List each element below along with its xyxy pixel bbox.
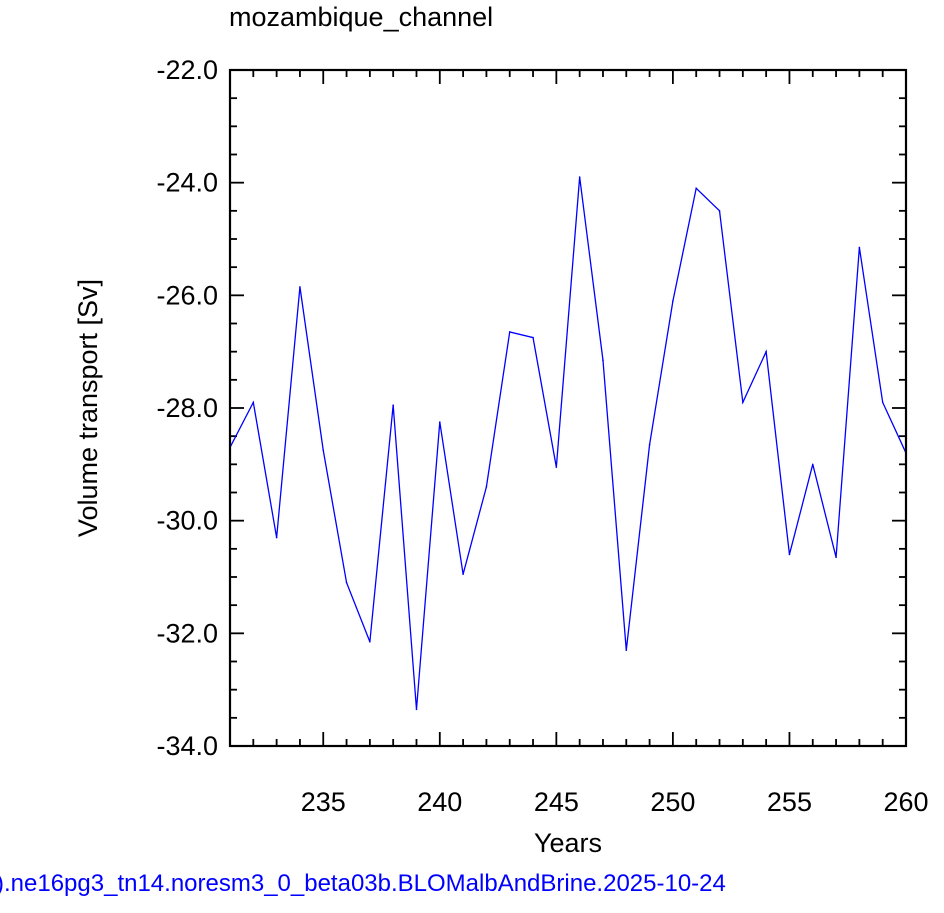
data-point xyxy=(648,443,651,446)
x-tick-label: 235 xyxy=(301,787,346,817)
data-point xyxy=(742,401,744,404)
data-point xyxy=(578,176,581,178)
y-tick-labels: -34.0 -32.0 -30.0 -28.0 -26.0 -24.0 -22.0 xyxy=(156,55,218,761)
data-point xyxy=(881,401,884,404)
x-tick-label: 245 xyxy=(534,787,579,817)
data-point xyxy=(695,187,698,190)
data-point xyxy=(462,573,464,575)
data-point xyxy=(392,404,394,406)
data-point xyxy=(299,286,301,288)
plot-frame xyxy=(228,68,908,748)
series-line xyxy=(229,176,907,710)
data-point xyxy=(252,401,255,404)
axis-ticks xyxy=(229,69,907,747)
data-point xyxy=(532,336,534,339)
data-point xyxy=(811,463,814,466)
y-tick-label: -28.0 xyxy=(156,393,218,423)
x-axis-label: Years xyxy=(534,828,602,858)
y-tick-label: -32.0 xyxy=(156,618,218,648)
data-point xyxy=(835,556,837,559)
x-tick-label: 255 xyxy=(767,787,812,817)
data-point xyxy=(369,640,371,643)
footer-caption: ).ne16pg3_tn14.noresm3_0_beta03b.BLOMalb… xyxy=(0,870,726,897)
x-tick-label: 250 xyxy=(650,787,695,817)
data-point xyxy=(718,210,721,212)
y-tick-label: -34.0 xyxy=(156,731,218,761)
x-tick-labels: 235 240 245 250 255 260 xyxy=(301,787,929,817)
data-point xyxy=(602,359,604,361)
x-tick-label: 260 xyxy=(883,787,928,817)
data-point xyxy=(555,466,558,468)
data-points xyxy=(229,176,907,711)
y-tick-label: -22.0 xyxy=(156,55,218,85)
data-point xyxy=(485,486,488,488)
data-point xyxy=(765,350,767,353)
y-tick-label: -26.0 xyxy=(156,280,218,310)
data-point xyxy=(508,331,511,333)
data-point xyxy=(275,536,278,539)
chart-title: mozambique_channel xyxy=(229,2,494,32)
data-point xyxy=(788,553,791,556)
x-tick-label: 240 xyxy=(417,787,462,817)
y-tick-label: -30.0 xyxy=(156,506,218,536)
data-point xyxy=(858,246,861,249)
data-point xyxy=(672,300,674,302)
data-point xyxy=(625,649,628,652)
y-axis-label: Volume transport [Sv] xyxy=(73,279,103,537)
data-point xyxy=(322,449,325,452)
y-tick-label: -24.0 xyxy=(156,168,218,198)
data-point xyxy=(415,708,418,711)
data-point xyxy=(438,421,441,423)
data-point xyxy=(345,581,348,584)
